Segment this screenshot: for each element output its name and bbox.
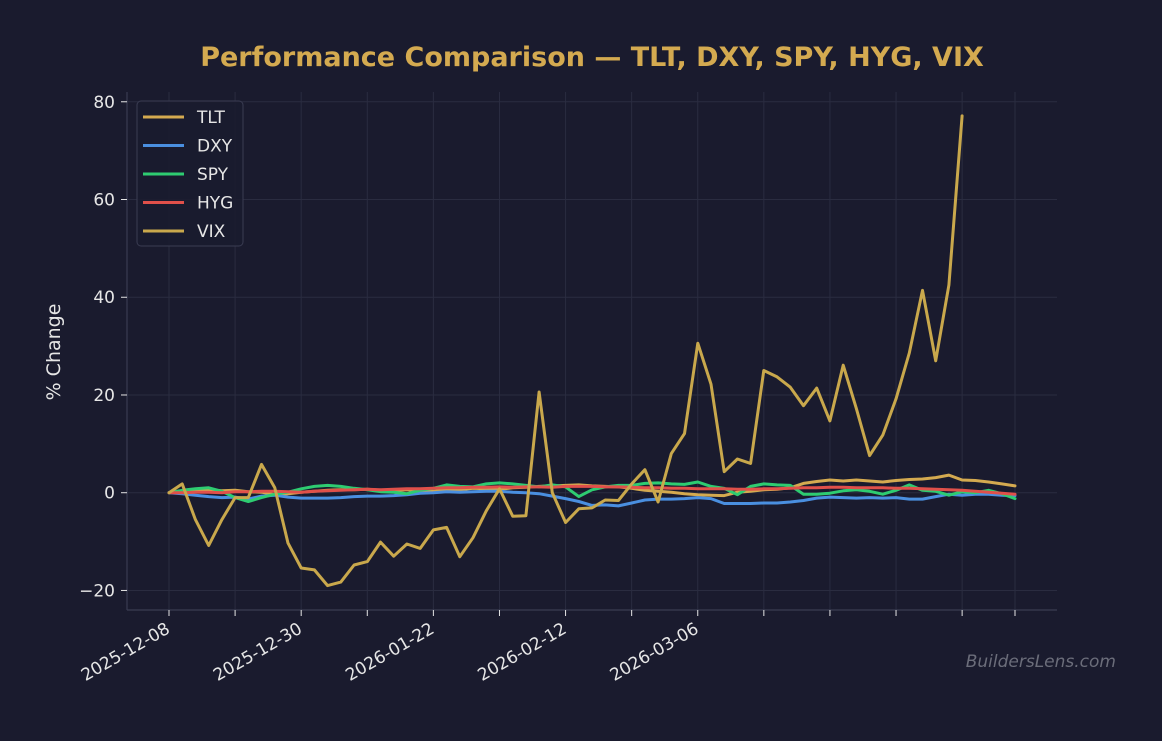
watermark: BuildersLens.com <box>966 652 1116 672</box>
y-tick-label: 40 <box>93 288 115 308</box>
series-line-vix <box>167 114 964 588</box>
y-tick-label: −20 <box>79 581 115 601</box>
y-tick-label: 60 <box>93 191 115 211</box>
series-lines <box>167 114 1017 588</box>
axes-spines <box>126 92 1057 611</box>
grid <box>127 92 1057 610</box>
y-tick-label: 80 <box>93 93 115 113</box>
y-tick-label: 0 <box>104 484 115 504</box>
chart-title: Performance Comparison — TLT, DXY, SPY, … <box>200 42 984 73</box>
legend-label-spy: SPY <box>197 165 229 185</box>
legend-label-tlt: TLT <box>196 108 226 128</box>
y-axis-ticks: −20 0 20 40 60 80 <box>79 93 127 601</box>
legend-label-hyg: HYG <box>197 194 233 214</box>
series-line-dxy <box>167 489 1017 508</box>
legend-label-vix: VIX <box>197 222 226 242</box>
legend-box <box>136 100 244 247</box>
y-tick-label: 20 <box>93 386 115 406</box>
series-line-hyg <box>167 484 1017 496</box>
series-line-spy <box>167 480 1017 503</box>
y-axis-label: % Change <box>43 304 65 401</box>
legend-label-dxy: DXY <box>197 137 233 157</box>
legend: TLT DXY SPY HYG VIX <box>136 100 244 247</box>
